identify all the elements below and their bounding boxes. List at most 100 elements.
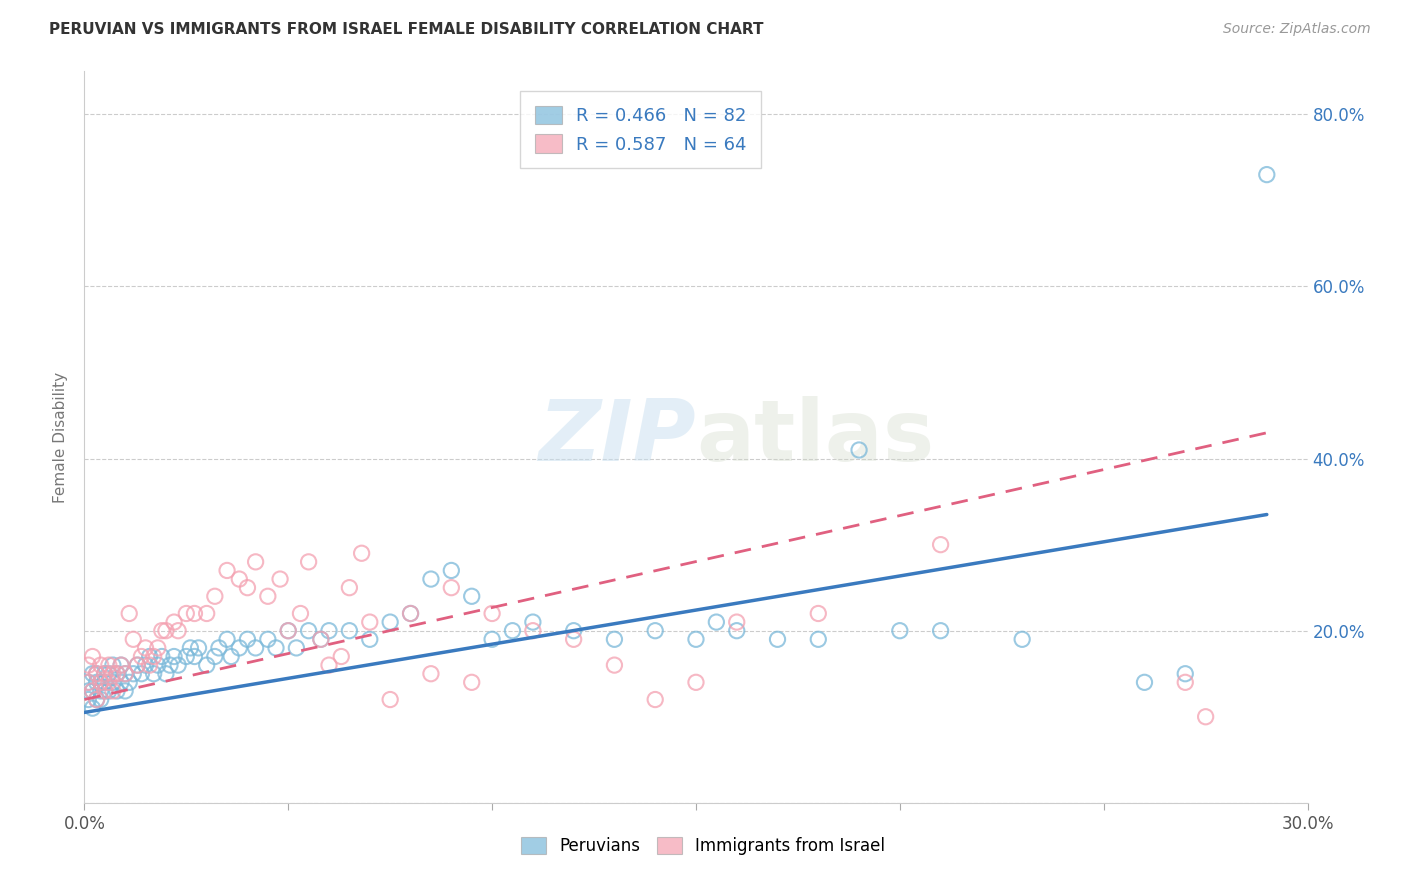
Point bbox=[131, 666, 153, 681]
Point bbox=[155, 666, 177, 681]
Point bbox=[217, 632, 239, 647]
Point bbox=[77, 692, 100, 706]
Point bbox=[174, 607, 197, 621]
Point bbox=[277, 624, 299, 638]
Point bbox=[183, 607, 205, 621]
Point bbox=[522, 615, 544, 629]
Point bbox=[86, 666, 108, 681]
Point bbox=[86, 666, 108, 681]
Point bbox=[105, 684, 128, 698]
Point bbox=[264, 640, 287, 655]
Legend: R = 0.466   N = 82, R = 0.587   N = 64: R = 0.466 N = 82, R = 0.587 N = 64 bbox=[520, 91, 762, 168]
Point bbox=[86, 692, 108, 706]
Point bbox=[142, 649, 165, 664]
Point bbox=[522, 624, 544, 638]
Point bbox=[86, 692, 108, 706]
Point bbox=[706, 615, 728, 629]
Point bbox=[848, 442, 870, 457]
Point bbox=[90, 684, 112, 698]
Point bbox=[135, 640, 157, 655]
Point bbox=[122, 632, 145, 647]
Point bbox=[105, 666, 128, 681]
Text: Source: ZipAtlas.com: Source: ZipAtlas.com bbox=[1223, 22, 1371, 37]
Point bbox=[359, 632, 381, 647]
Point bbox=[644, 624, 666, 638]
Point bbox=[146, 640, 169, 655]
Point bbox=[114, 666, 136, 681]
Point bbox=[105, 666, 128, 681]
Point bbox=[1174, 675, 1197, 690]
Point bbox=[86, 675, 108, 690]
Legend: Peruvians, Immigrants from Israel: Peruvians, Immigrants from Israel bbox=[515, 830, 891, 862]
Point bbox=[150, 624, 173, 638]
Point bbox=[146, 658, 169, 673]
Point bbox=[285, 640, 308, 655]
Point bbox=[90, 675, 112, 690]
Point bbox=[440, 581, 463, 595]
Point bbox=[725, 624, 748, 638]
Point bbox=[339, 581, 361, 595]
Point bbox=[1133, 675, 1156, 690]
Point bbox=[167, 658, 190, 673]
Point bbox=[150, 649, 173, 664]
Point bbox=[685, 632, 707, 647]
Point bbox=[183, 649, 205, 664]
Point bbox=[159, 658, 181, 673]
Point bbox=[889, 624, 911, 638]
Point bbox=[359, 615, 381, 629]
Point bbox=[118, 607, 141, 621]
Point bbox=[93, 684, 115, 698]
Point bbox=[155, 624, 177, 638]
Point bbox=[380, 615, 402, 629]
Point bbox=[277, 624, 299, 638]
Point bbox=[644, 692, 666, 706]
Point bbox=[208, 640, 231, 655]
Point bbox=[97, 675, 120, 690]
Point bbox=[1011, 632, 1033, 647]
Point bbox=[179, 640, 201, 655]
Point bbox=[236, 632, 259, 647]
Point bbox=[131, 649, 153, 664]
Point bbox=[929, 624, 952, 638]
Point bbox=[350, 546, 373, 560]
Point bbox=[269, 572, 291, 586]
Point bbox=[77, 675, 100, 690]
Point bbox=[77, 684, 100, 698]
Point bbox=[245, 555, 267, 569]
Point bbox=[929, 538, 952, 552]
Point bbox=[603, 658, 626, 673]
Point bbox=[135, 658, 157, 673]
Point bbox=[142, 666, 165, 681]
Point bbox=[138, 649, 160, 664]
Point bbox=[90, 692, 112, 706]
Point bbox=[90, 658, 112, 673]
Point bbox=[93, 675, 115, 690]
Point bbox=[82, 684, 104, 698]
Point bbox=[101, 658, 124, 673]
Point bbox=[502, 624, 524, 638]
Point bbox=[236, 581, 259, 595]
Point bbox=[481, 632, 503, 647]
Point bbox=[93, 666, 115, 681]
Point bbox=[399, 607, 422, 621]
Point bbox=[97, 684, 120, 698]
Point bbox=[82, 701, 104, 715]
Y-axis label: Female Disability: Female Disability bbox=[53, 371, 69, 503]
Point bbox=[399, 607, 422, 621]
Point bbox=[420, 572, 443, 586]
Point bbox=[195, 658, 218, 673]
Point bbox=[603, 632, 626, 647]
Point bbox=[309, 632, 332, 647]
Point bbox=[685, 675, 707, 690]
Point bbox=[97, 666, 120, 681]
Point bbox=[481, 607, 503, 621]
Text: atlas: atlas bbox=[696, 395, 934, 479]
Point bbox=[122, 666, 145, 681]
Point bbox=[766, 632, 789, 647]
Point bbox=[110, 658, 132, 673]
Point bbox=[93, 684, 115, 698]
Point bbox=[228, 572, 250, 586]
Point bbox=[114, 666, 136, 681]
Point bbox=[461, 675, 484, 690]
Point bbox=[380, 692, 402, 706]
